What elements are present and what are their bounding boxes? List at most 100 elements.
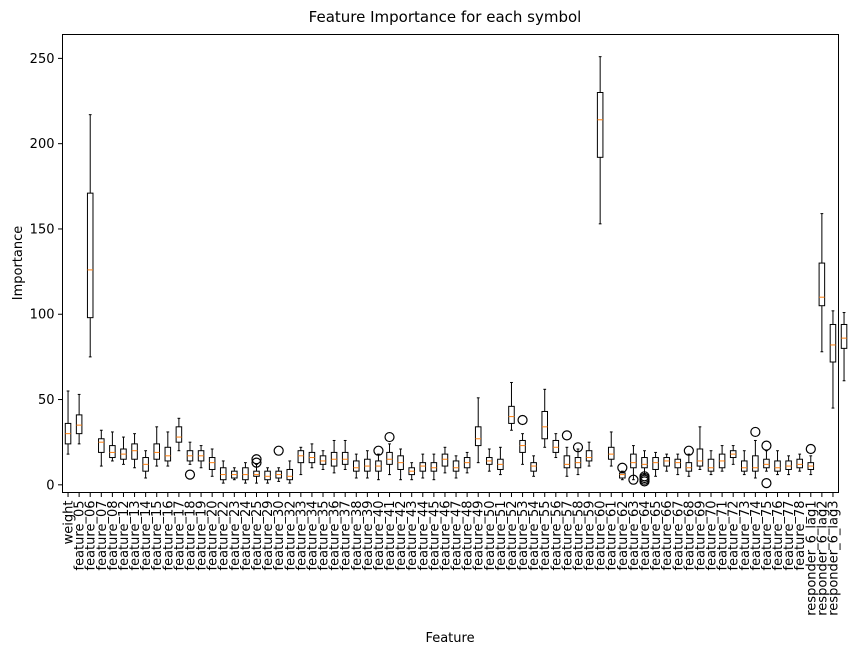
- box-body: [175, 426, 183, 443]
- x-axis-label: Feature: [425, 631, 474, 646]
- x-tick-label: feature_59: [583, 501, 598, 571]
- box-feature_64: [639, 450, 650, 487]
- y-tick-label: 0: [46, 478, 54, 493]
- x-tick-label: feature_62: [616, 501, 631, 571]
- box-body: [785, 460, 792, 470]
- box-feature_47: [452, 455, 460, 479]
- box-feature_78: [796, 453, 803, 472]
- x-tick-label: feature_72: [727, 501, 742, 571]
- box-body: [109, 445, 116, 459]
- x-tick-label: feature_42: [394, 501, 409, 571]
- x-tick-label: feature_64: [638, 501, 653, 571]
- box-feature_69: [696, 426, 704, 470]
- outlier-point: [617, 462, 628, 473]
- x-tick-label: feature_63: [627, 501, 642, 571]
- x-tick-label: feature_68: [682, 501, 697, 571]
- box-feature_20: [208, 448, 216, 477]
- box-feature_17: [175, 417, 183, 452]
- box-feature_61: [607, 431, 615, 467]
- box-body: [741, 460, 748, 472]
- x-tick-label: feature_29: [261, 501, 276, 571]
- box-feature_56: [552, 433, 560, 459]
- x-tick-label: responder_6_lag1: [804, 501, 819, 616]
- box-feature_44: [419, 453, 427, 479]
- box-body: [131, 443, 138, 460]
- x-tick-label: feature_07: [95, 501, 110, 571]
- box-feature_33: [297, 446, 305, 476]
- x-tick-label: feature_69: [693, 501, 708, 571]
- box-body: [641, 457, 648, 469]
- box-feature_63: [628, 445, 639, 485]
- x-tick-label: feature_77: [782, 501, 797, 571]
- box-feature_32: [286, 460, 294, 484]
- x-tick-label: feature_08: [106, 501, 121, 571]
- y-tick-label: 200: [30, 137, 55, 152]
- box-feature_55: [541, 388, 549, 448]
- box-feature_51: [497, 446, 504, 476]
- x-tick-label: feature_22: [217, 501, 232, 571]
- x-tick-label: feature_37: [339, 501, 354, 571]
- box-feature_68: [683, 445, 694, 477]
- box-feature_77: [785, 455, 792, 476]
- box-feature_66: [663, 453, 670, 472]
- box-feature_70: [707, 450, 715, 476]
- x-tick-label: feature_57: [560, 501, 575, 571]
- x-tick-label: feature_18: [183, 501, 198, 571]
- box-body: [840, 323, 848, 349]
- box-body: [286, 468, 294, 481]
- box-body: [419, 462, 427, 472]
- box-series: [64, 56, 848, 489]
- outlier-point: [750, 426, 761, 438]
- y-tick-label: 250: [30, 52, 55, 67]
- box-feature_12: [120, 436, 127, 465]
- box-feature_50: [486, 448, 493, 472]
- x-tick-label: feature_67: [671, 501, 686, 571]
- box-body: [153, 443, 160, 460]
- box-feature_41: [384, 431, 395, 476]
- x-tick-label: feature_78: [793, 501, 808, 571]
- box-body: [264, 470, 271, 481]
- box-weight: [64, 390, 72, 455]
- x-tick-label: feature_25: [250, 501, 265, 571]
- outlier-point: [761, 440, 772, 451]
- outlier-point: [373, 445, 384, 456]
- outlier-point: [184, 469, 196, 480]
- box-body: [552, 439, 560, 453]
- box-feature_16: [164, 431, 172, 467]
- x-tick-label: feature_35: [317, 501, 332, 571]
- x-axis: weightfeature_05feature_06feature_07feat…: [62, 492, 841, 616]
- box-feature_54: [530, 455, 537, 477]
- x-tick-label: feature_45: [427, 501, 442, 571]
- box-body: [707, 458, 715, 472]
- x-tick-label: feature_38: [350, 501, 365, 571]
- box-body: [386, 451, 393, 465]
- box-body: [242, 467, 249, 481]
- x-tick-label: feature_41: [383, 501, 398, 571]
- box-body: [619, 472, 626, 479]
- x-tick-label: feature_51: [494, 501, 509, 571]
- box-feature_38: [353, 453, 360, 479]
- x-tick-label: feature_55: [538, 501, 553, 571]
- box-feature_59: [585, 441, 593, 467]
- box-body: [596, 91, 604, 158]
- box-feature_37: [341, 439, 349, 470]
- outlier-point: [273, 445, 284, 456]
- box-body: [297, 450, 305, 464]
- box-body: [98, 438, 105, 453]
- plot-area-frame: [62, 34, 839, 493]
- y-tick-label: 100: [30, 308, 55, 323]
- box-body: [774, 460, 781, 472]
- box-responder_6_lag3: [829, 310, 837, 409]
- outlier-point: [761, 478, 772, 489]
- x-tick-label: responder_6_lag3: [826, 501, 841, 616]
- box-feature_22: [219, 460, 227, 484]
- outlier-point: [805, 443, 816, 455]
- box-body: [164, 446, 172, 462]
- box-body: [752, 455, 759, 472]
- x-tick-label: feature_52: [505, 501, 520, 571]
- x-tick-label: feature_06: [84, 501, 99, 571]
- x-tick-label: feature_19: [195, 501, 210, 571]
- box-body: [452, 460, 460, 472]
- y-tick-label: 150: [30, 222, 55, 237]
